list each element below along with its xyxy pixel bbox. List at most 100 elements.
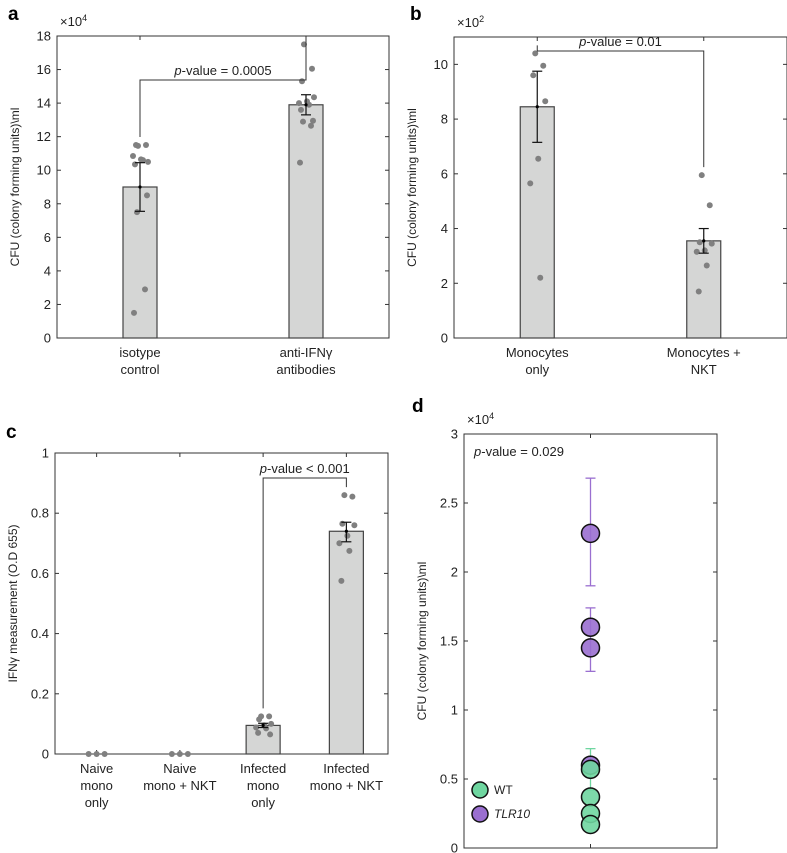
data-point [297, 159, 303, 166]
legend-label-tlr10: TLR10 [494, 807, 530, 821]
bar [686, 240, 722, 339]
data-point [310, 117, 316, 124]
data-point [535, 155, 542, 162]
p-italic: p [259, 461, 267, 476]
mean-marker [138, 185, 142, 189]
data-point [338, 577, 345, 584]
x-category-label: Naive [163, 761, 196, 776]
data-point [696, 239, 703, 246]
data-point [308, 122, 314, 129]
p-italic: p [173, 63, 181, 78]
data-point [693, 248, 700, 255]
data-point [695, 288, 702, 295]
p-italic: p [578, 34, 586, 49]
y-multiplier: ×104 [60, 13, 87, 29]
data-point [701, 247, 708, 254]
data-point [143, 142, 149, 149]
data-point [346, 547, 353, 554]
data-point [267, 731, 274, 738]
y-tick-label: 10 [37, 163, 51, 178]
data-point [266, 713, 273, 720]
y-tick-label: 2 [441, 276, 448, 291]
y-tick-label: 8 [44, 196, 51, 211]
p-value-annotation: p-value = 0.01 [578, 34, 662, 49]
x-category-label: NKT [691, 362, 717, 377]
legend-marker-wt [471, 781, 489, 799]
y-multiplier-exponent: 4 [489, 411, 494, 421]
axes-box [56, 35, 390, 339]
y-tick-label: 0 [451, 841, 458, 853]
p-value-text: -value < 0.001 [267, 461, 350, 476]
y-tick-label: 0.6 [31, 566, 49, 581]
data-point [268, 720, 275, 727]
p-value-annotation: p-value < 0.001 [259, 461, 350, 476]
data-point [168, 751, 175, 757]
y-tick-label: 10 [434, 57, 448, 72]
data-point [349, 493, 356, 500]
mean-marker [261, 723, 265, 728]
y-tick-label: 1.5 [440, 634, 458, 649]
y-multiplier-exponent: 2 [479, 14, 484, 24]
data-point [140, 157, 146, 164]
axes-box [453, 36, 787, 339]
data-point [131, 309, 137, 316]
data-point [145, 158, 151, 165]
data-point [344, 532, 351, 539]
data-point [130, 152, 136, 159]
y-tick-label: 0.8 [31, 506, 49, 521]
y-tick-label: 1 [42, 446, 49, 461]
y-tick-label: 4 [441, 221, 448, 236]
y-multiplier: ×102 [457, 14, 484, 30]
y-tick-label: 12 [37, 129, 51, 144]
y-tick-label: 0 [42, 747, 49, 762]
x-category-label: mono + NKT [310, 778, 383, 793]
data-point [299, 78, 305, 85]
data-point [300, 118, 306, 125]
y-tick-label: 6 [44, 230, 51, 245]
panel-label: c [6, 422, 17, 443]
data-point-wt [580, 759, 601, 780]
y-tick-label: 8 [441, 112, 448, 127]
data-point [311, 94, 317, 101]
data-point [336, 540, 343, 547]
panel-d: d 0 0.5 1 1.5 2 2.5 3 ×104 CFU (colony forming un… [412, 396, 718, 853]
data-point [537, 274, 544, 281]
data-point [256, 716, 263, 723]
panel-a: a 0 2 4 6 8 10 12 14 16 18 ×104 CFU (colony forming … [8, 4, 390, 377]
x-category-label: control [120, 362, 159, 377]
data-point [706, 202, 713, 209]
bar [519, 106, 555, 339]
x-category-label: antibodies [276, 362, 336, 377]
x-category-label: isotype [119, 345, 160, 360]
data-point [530, 72, 537, 79]
y-tick-label: 14 [37, 96, 51, 111]
legend-marker-tlr10 [471, 805, 489, 823]
significance-bracket [139, 36, 307, 138]
data-point [542, 98, 549, 105]
data-point [176, 751, 183, 757]
bar [245, 724, 281, 755]
y-tick-label: 16 [37, 62, 51, 77]
data-point [142, 286, 148, 293]
panel-label: d [412, 396, 424, 417]
x-category-label: Monocytes + [667, 345, 741, 360]
x-category-label: Monocytes [506, 345, 569, 360]
p-italic: p [473, 444, 481, 459]
data-point [703, 262, 710, 269]
y-tick-label: 4 [44, 263, 51, 278]
y-tick-label: 0.4 [31, 626, 49, 641]
y-tick-label: 0.5 [440, 772, 458, 787]
mean-marker [304, 103, 308, 107]
data-point-tlr10 [580, 617, 601, 637]
y-axis-label: CFU (colony forming units)\ml [415, 562, 429, 721]
data-point-wt [580, 787, 601, 807]
data-point [306, 101, 312, 108]
data-point [708, 240, 715, 247]
data-point [540, 62, 547, 69]
x-category-label: Infected [240, 761, 286, 776]
mean-marker [702, 239, 706, 243]
data-point-tlr10 [580, 638, 601, 658]
x-category-label: only [251, 795, 275, 810]
y-tick-label: 0 [441, 331, 448, 346]
